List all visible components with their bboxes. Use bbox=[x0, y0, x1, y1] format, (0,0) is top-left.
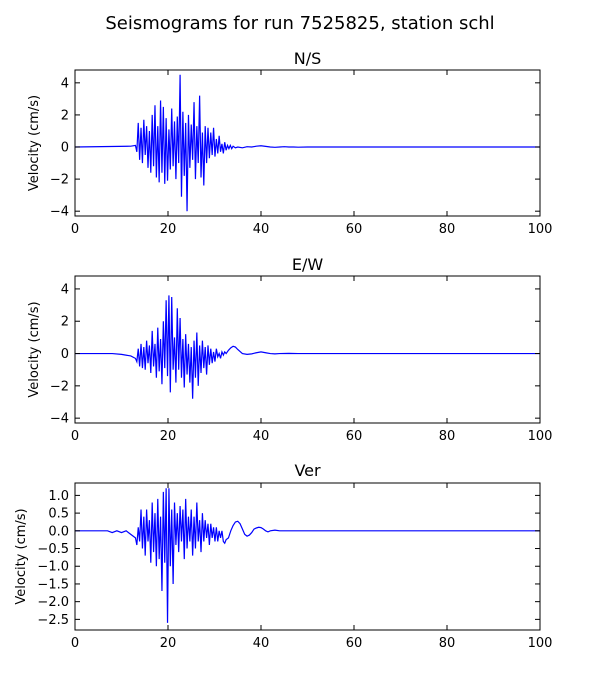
y-axis-label: Velocity (cm/s) bbox=[14, 508, 29, 604]
x-tick-label: 60 bbox=[346, 222, 363, 237]
x-tick-label: 20 bbox=[160, 222, 177, 237]
y-tick-label: −2 bbox=[50, 379, 69, 394]
x-tick-label: 40 bbox=[253, 636, 270, 651]
y-tick-label: −0.5 bbox=[37, 542, 69, 557]
x-tick-label: 0 bbox=[71, 222, 79, 237]
y-tick-label: −2.5 bbox=[37, 613, 69, 628]
x-tick-label: 0 bbox=[71, 636, 79, 651]
panel-title: E/W bbox=[292, 255, 324, 274]
x-tick-label: 100 bbox=[528, 222, 553, 237]
y-tick-label: 2 bbox=[61, 315, 69, 330]
axes-frame bbox=[74, 482, 541, 631]
figure-title: Seismograms for run 7525825, station sch… bbox=[105, 13, 494, 34]
y-axis-label: Velocity (cm/s) bbox=[27, 95, 42, 191]
y-tick-label: −4 bbox=[50, 412, 69, 427]
y-tick-label: 0.0 bbox=[48, 524, 69, 539]
x-tick-label: 40 bbox=[253, 222, 270, 237]
x-tick-label: 20 bbox=[160, 636, 177, 651]
y-tick-label: −1.5 bbox=[37, 577, 69, 592]
axes-frame bbox=[74, 275, 541, 424]
panel-title: N/S bbox=[294, 49, 322, 68]
series-line bbox=[75, 74, 540, 212]
x-tick-label: 60 bbox=[346, 429, 363, 444]
x-tick-label: 100 bbox=[528, 429, 553, 444]
y-tick-label: 0 bbox=[61, 141, 69, 156]
x-tick-label: 80 bbox=[439, 222, 456, 237]
x-tick-label: 60 bbox=[346, 636, 363, 651]
y-tick-label: 1.0 bbox=[48, 489, 69, 504]
x-tick-label: 80 bbox=[439, 429, 456, 444]
y-tick-label: −2.0 bbox=[37, 595, 69, 610]
panel-0: N/S 0 20 40 60 80 100 −4 −2 0 2 4 Velocity (cm/s) bbox=[27, 49, 552, 237]
panel-2: Ver 0 20 40 60 80 100 −2.5 −2.0 −1.5 −1.0 −0.5 0.0 0.… bbox=[14, 461, 552, 651]
y-tick-label: 0.5 bbox=[48, 507, 69, 522]
y-tick-label: 2 bbox=[61, 108, 69, 123]
y-tick-label: 4 bbox=[61, 282, 69, 297]
panel-title: Ver bbox=[294, 461, 321, 480]
y-tick-label: 4 bbox=[61, 76, 69, 91]
x-tick-label: 80 bbox=[439, 636, 456, 651]
y-tick-label: −1.0 bbox=[37, 560, 69, 575]
axes-frame bbox=[74, 69, 541, 217]
y-tick-label: −2 bbox=[50, 173, 69, 188]
x-tick-label: 0 bbox=[71, 429, 79, 444]
series-line bbox=[75, 488, 540, 623]
y-tick-label: 0 bbox=[61, 347, 69, 362]
series-line bbox=[75, 295, 540, 399]
x-tick-label: 100 bbox=[528, 636, 553, 651]
x-tick-label: 20 bbox=[160, 429, 177, 444]
panel-1: E/W 0 20 40 60 80 100 −4 −2 0 2 4 Velocity (cm/s) bbox=[27, 255, 552, 444]
y-tick-label: −4 bbox=[50, 205, 69, 220]
y-axis-label: Velocity (cm/s) bbox=[27, 301, 42, 397]
x-tick-label: 40 bbox=[253, 429, 270, 444]
